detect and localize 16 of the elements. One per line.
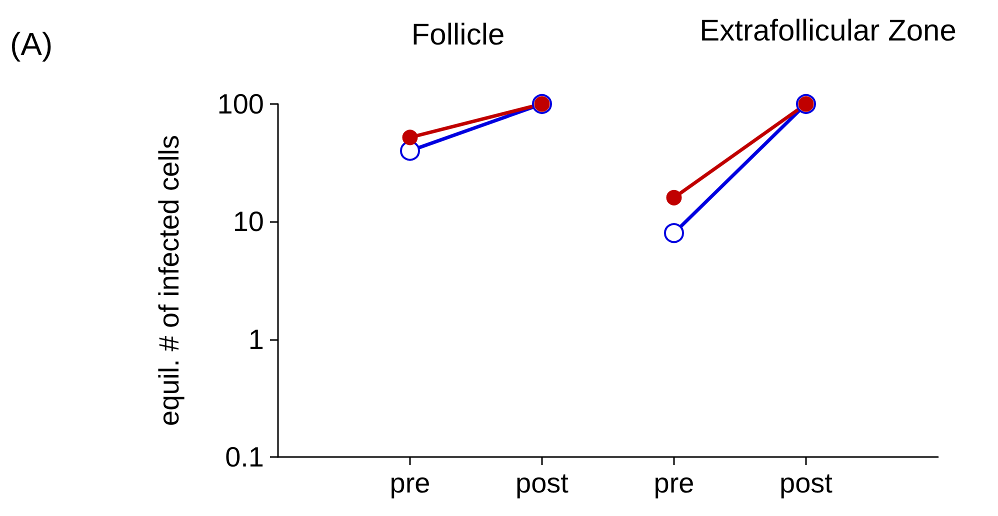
y-tick-label: 1 xyxy=(248,324,264,355)
y-axis-title: equil. # of infected cells xyxy=(154,134,184,426)
point xyxy=(666,190,682,206)
y-tick-label: 100 xyxy=(217,88,264,120)
point xyxy=(400,140,420,161)
x-tick-label: pre xyxy=(390,468,430,498)
x-tick-label: post xyxy=(780,468,833,498)
point xyxy=(402,130,418,146)
y-tick-label: 0.1 xyxy=(225,442,264,472)
text: Follicle xyxy=(411,18,505,52)
x-tick-label: post xyxy=(516,468,569,498)
y-tick-label: 10 xyxy=(232,206,264,238)
text: (A) xyxy=(10,26,53,62)
x-tick-label: pre xyxy=(654,468,694,498)
point xyxy=(664,223,684,244)
text: Extrafollicular Zone xyxy=(700,14,956,48)
